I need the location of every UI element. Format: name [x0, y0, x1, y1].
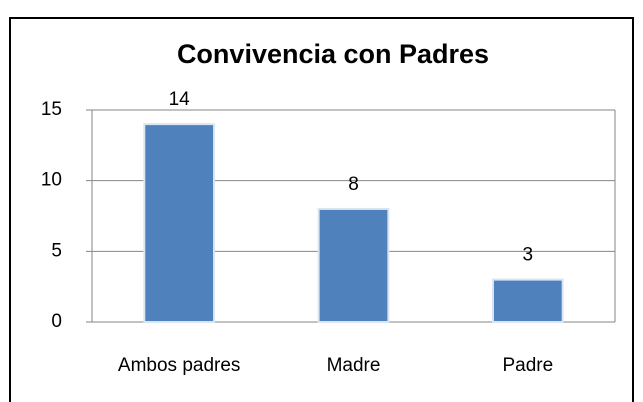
- chart-title: Convivencia con Padres: [177, 39, 489, 69]
- y-tick-label: 5: [51, 240, 62, 261]
- y-tick-label: 10: [41, 170, 62, 191]
- x-tick-label: Padre: [502, 355, 553, 376]
- data-label: 8: [348, 174, 359, 195]
- y-tick-label: 15: [41, 99, 62, 120]
- data-label: 3: [523, 245, 534, 266]
- chart-border: [9, 17, 634, 402]
- bar: [317, 207, 390, 323]
- bar: [491, 278, 564, 324]
- x-tick-label: Madre: [327, 355, 381, 376]
- y-tick-label: 0: [51, 311, 62, 332]
- bar: [143, 123, 216, 323]
- x-tick-label: Ambos padres: [118, 355, 241, 376]
- data-label: 14: [169, 89, 191, 110]
